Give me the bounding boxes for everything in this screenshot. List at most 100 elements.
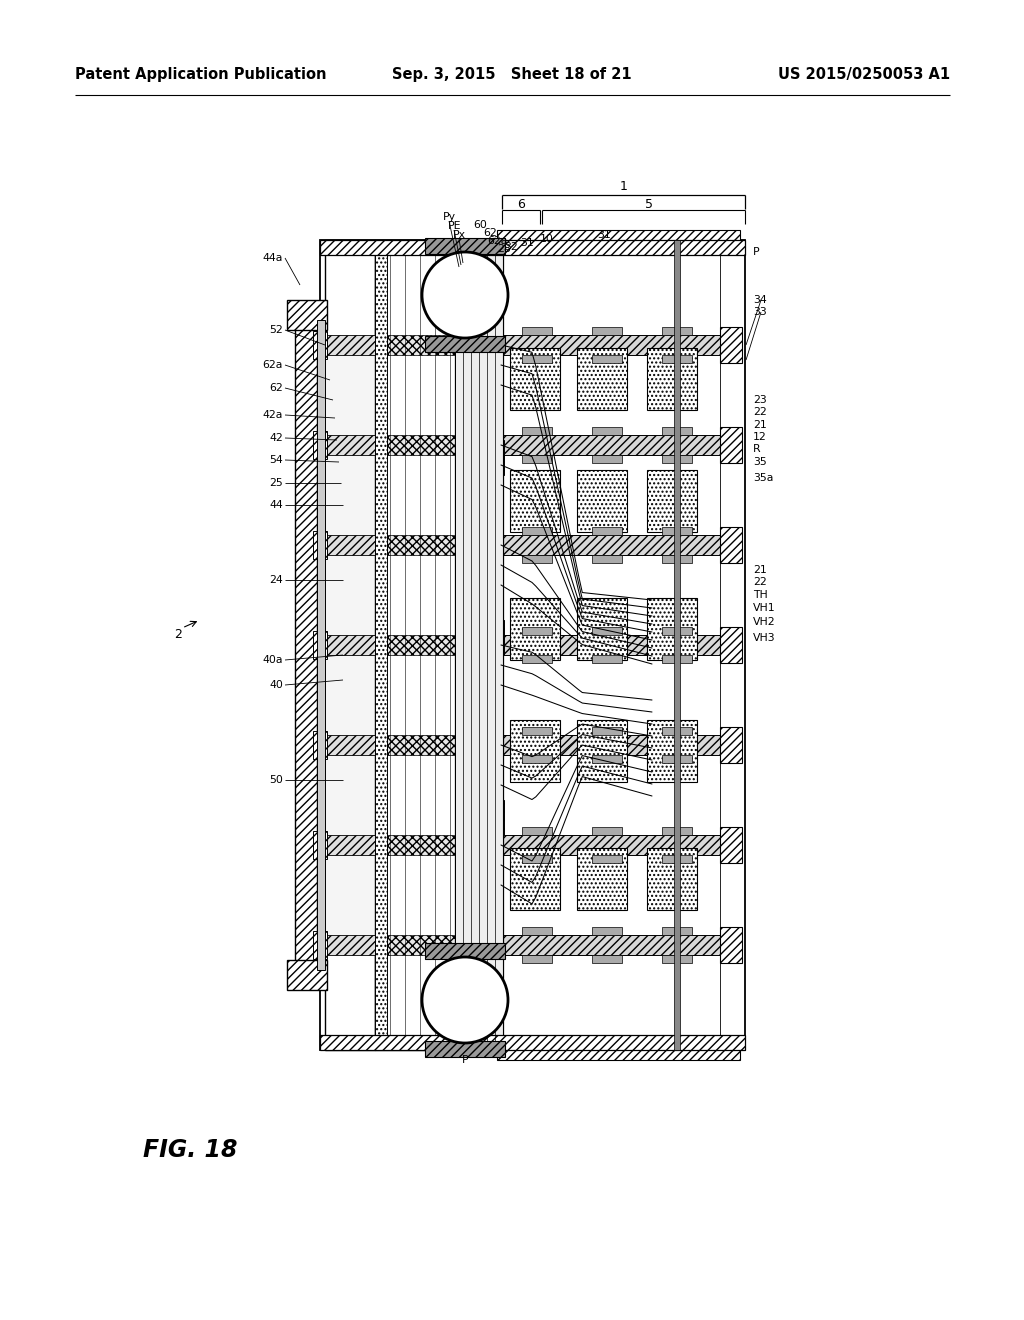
- Bar: [502, 240, 720, 1049]
- Text: 42a: 42a: [262, 411, 283, 420]
- Bar: [662, 426, 692, 436]
- Bar: [313, 931, 327, 960]
- Text: 44a: 44a: [262, 253, 283, 263]
- Text: 6: 6: [517, 198, 525, 210]
- Bar: [720, 927, 742, 964]
- Bar: [522, 954, 552, 964]
- Bar: [592, 655, 622, 663]
- Text: VH3: VH3: [753, 634, 775, 643]
- Bar: [313, 832, 327, 859]
- Bar: [497, 1045, 740, 1060]
- Text: 32: 32: [504, 242, 518, 252]
- Bar: [720, 828, 742, 863]
- Bar: [319, 240, 745, 255]
- Circle shape: [422, 252, 508, 338]
- Bar: [522, 327, 552, 335]
- Bar: [325, 335, 375, 355]
- Bar: [522, 855, 552, 863]
- Bar: [522, 554, 552, 564]
- Text: 24: 24: [269, 576, 283, 585]
- Bar: [510, 348, 560, 411]
- Bar: [662, 855, 692, 863]
- Bar: [317, 319, 325, 970]
- Bar: [325, 755, 375, 836]
- Bar: [647, 348, 697, 411]
- Bar: [662, 527, 692, 535]
- Text: 2: 2: [174, 628, 182, 642]
- Bar: [482, 620, 504, 655]
- Bar: [522, 527, 552, 535]
- Bar: [502, 655, 720, 735]
- Text: VH1: VH1: [753, 603, 775, 612]
- Text: 10: 10: [540, 234, 554, 244]
- Bar: [375, 531, 387, 558]
- Bar: [720, 727, 742, 763]
- Bar: [313, 631, 327, 659]
- Bar: [720, 527, 742, 564]
- Bar: [510, 598, 560, 660]
- Text: 22: 22: [753, 577, 767, 587]
- Text: 40: 40: [269, 680, 283, 690]
- Bar: [522, 426, 552, 436]
- Bar: [522, 727, 552, 735]
- Bar: [502, 436, 720, 455]
- Bar: [662, 954, 692, 964]
- Bar: [325, 535, 375, 554]
- Bar: [456, 242, 502, 1049]
- Bar: [455, 240, 503, 1049]
- Bar: [647, 719, 697, 781]
- Bar: [502, 855, 720, 935]
- Bar: [375, 255, 387, 1035]
- Text: Py: Py: [443, 213, 456, 222]
- Text: 23: 23: [753, 395, 767, 405]
- Bar: [577, 719, 627, 781]
- Bar: [662, 927, 692, 935]
- Bar: [592, 627, 622, 635]
- Bar: [287, 960, 327, 990]
- Text: 62a: 62a: [487, 236, 507, 246]
- Bar: [375, 432, 387, 459]
- Text: P: P: [462, 1055, 468, 1065]
- Bar: [377, 935, 501, 954]
- Bar: [592, 954, 622, 964]
- Bar: [592, 755, 622, 763]
- Bar: [502, 355, 720, 436]
- Text: VH2: VH2: [753, 616, 775, 627]
- Bar: [674, 240, 680, 1049]
- Bar: [502, 836, 720, 855]
- Bar: [502, 554, 720, 635]
- Text: 62: 62: [483, 228, 497, 238]
- Bar: [592, 927, 622, 935]
- Bar: [592, 554, 622, 564]
- Bar: [313, 432, 327, 459]
- Bar: [662, 627, 692, 635]
- Text: 28: 28: [497, 244, 511, 253]
- Text: 40a: 40a: [262, 655, 283, 665]
- Bar: [482, 800, 504, 836]
- Bar: [325, 240, 375, 1049]
- Bar: [522, 927, 552, 935]
- Bar: [375, 931, 387, 960]
- Text: 33: 33: [753, 308, 767, 317]
- Bar: [510, 470, 560, 532]
- Bar: [522, 828, 552, 836]
- Text: Sep. 3, 2015   Sheet 18 of 21: Sep. 3, 2015 Sheet 18 of 21: [392, 67, 632, 82]
- Bar: [502, 935, 720, 954]
- Text: 62: 62: [269, 383, 283, 393]
- Bar: [592, 855, 622, 863]
- Bar: [502, 954, 720, 1049]
- Bar: [325, 855, 375, 935]
- Text: 42: 42: [269, 433, 283, 444]
- Bar: [522, 755, 552, 763]
- Text: 50: 50: [269, 775, 283, 785]
- Bar: [522, 655, 552, 663]
- Bar: [502, 455, 720, 535]
- Bar: [647, 847, 697, 909]
- Bar: [375, 240, 503, 1049]
- Text: Patent Application Publication: Patent Application Publication: [75, 67, 327, 82]
- Bar: [720, 327, 742, 363]
- Bar: [662, 355, 692, 363]
- Text: 31: 31: [520, 238, 534, 248]
- Bar: [375, 832, 387, 859]
- Bar: [325, 935, 375, 954]
